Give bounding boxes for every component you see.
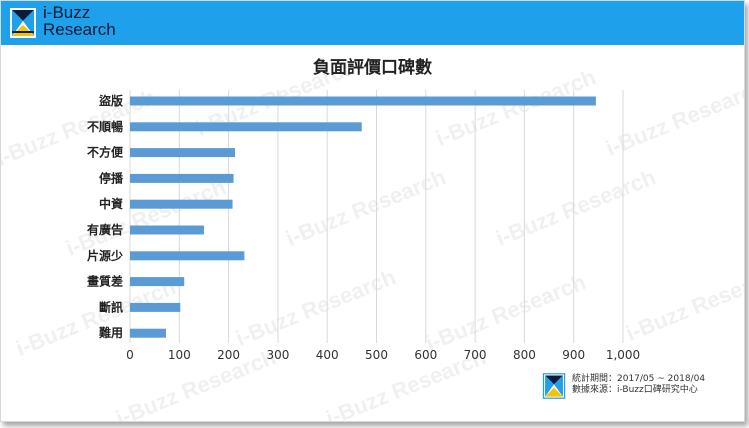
x-tick-label: 700 — [464, 348, 487, 362]
category-label: 斷訊 — [99, 299, 123, 314]
brand-name: i-Buzz Research — [43, 4, 116, 38]
category-label: 不方便 — [87, 145, 124, 160]
bar — [130, 328, 166, 338]
category-label: 有廣告 — [87, 222, 123, 237]
bar — [130, 173, 234, 183]
bar — [130, 277, 185, 287]
brand-line-2: Research — [43, 20, 116, 39]
category-label: 畫質差 — [87, 274, 123, 289]
x-tick-label: 800 — [513, 348, 536, 362]
category-label: 片源少 — [87, 248, 123, 263]
header-bar: i-Buzz Research — [1, 1, 744, 45]
category-label: 不順暢 — [87, 119, 123, 134]
footer-source-line: 數據來源：i-Buzz口碑研究中心 — [572, 385, 698, 395]
x-tick-label: 900 — [562, 348, 585, 362]
category-label: 停播 — [99, 170, 124, 185]
bar — [130, 96, 596, 106]
category-label: 盜版 — [99, 93, 123, 108]
ibuzz-footer-logo-icon — [542, 373, 566, 399]
x-tick-labels: 0 100 200 300 400 500 600 700 800 900 1,000 — [126, 348, 640, 362]
x-tick-label: 1,000 — [606, 348, 640, 362]
bars — [130, 96, 596, 338]
bar — [130, 199, 233, 209]
x-tick-label: 0 — [126, 348, 134, 362]
category-label: 難用 — [99, 325, 123, 340]
brand-line-1: i-Buzz — [43, 3, 91, 22]
bar — [130, 225, 204, 235]
category-label: 中資 — [99, 196, 123, 211]
x-tick-label: 600 — [414, 348, 437, 362]
bar — [130, 302, 181, 312]
bar — [130, 251, 245, 261]
x-tick-label: 400 — [316, 348, 339, 362]
chart-title: 負面評價口碑數 — [313, 58, 432, 78]
gridlines — [129, 90, 624, 343]
x-tick-label: 500 — [365, 348, 388, 362]
bar — [130, 148, 236, 158]
ibuzz-logo-icon — [10, 8, 36, 38]
x-tick-label: 100 — [168, 348, 191, 362]
x-tick-label: 300 — [266, 348, 289, 362]
bar — [130, 122, 362, 132]
x-tick-label: 200 — [217, 348, 240, 362]
footer-source: 統計期間：2017/05 ~ 2018/04 數據來源：i-Buzz口碑研究中心 — [572, 374, 705, 396]
footer-period: 統計期間：2017/05 ~ 2018/04 — [572, 374, 706, 384]
